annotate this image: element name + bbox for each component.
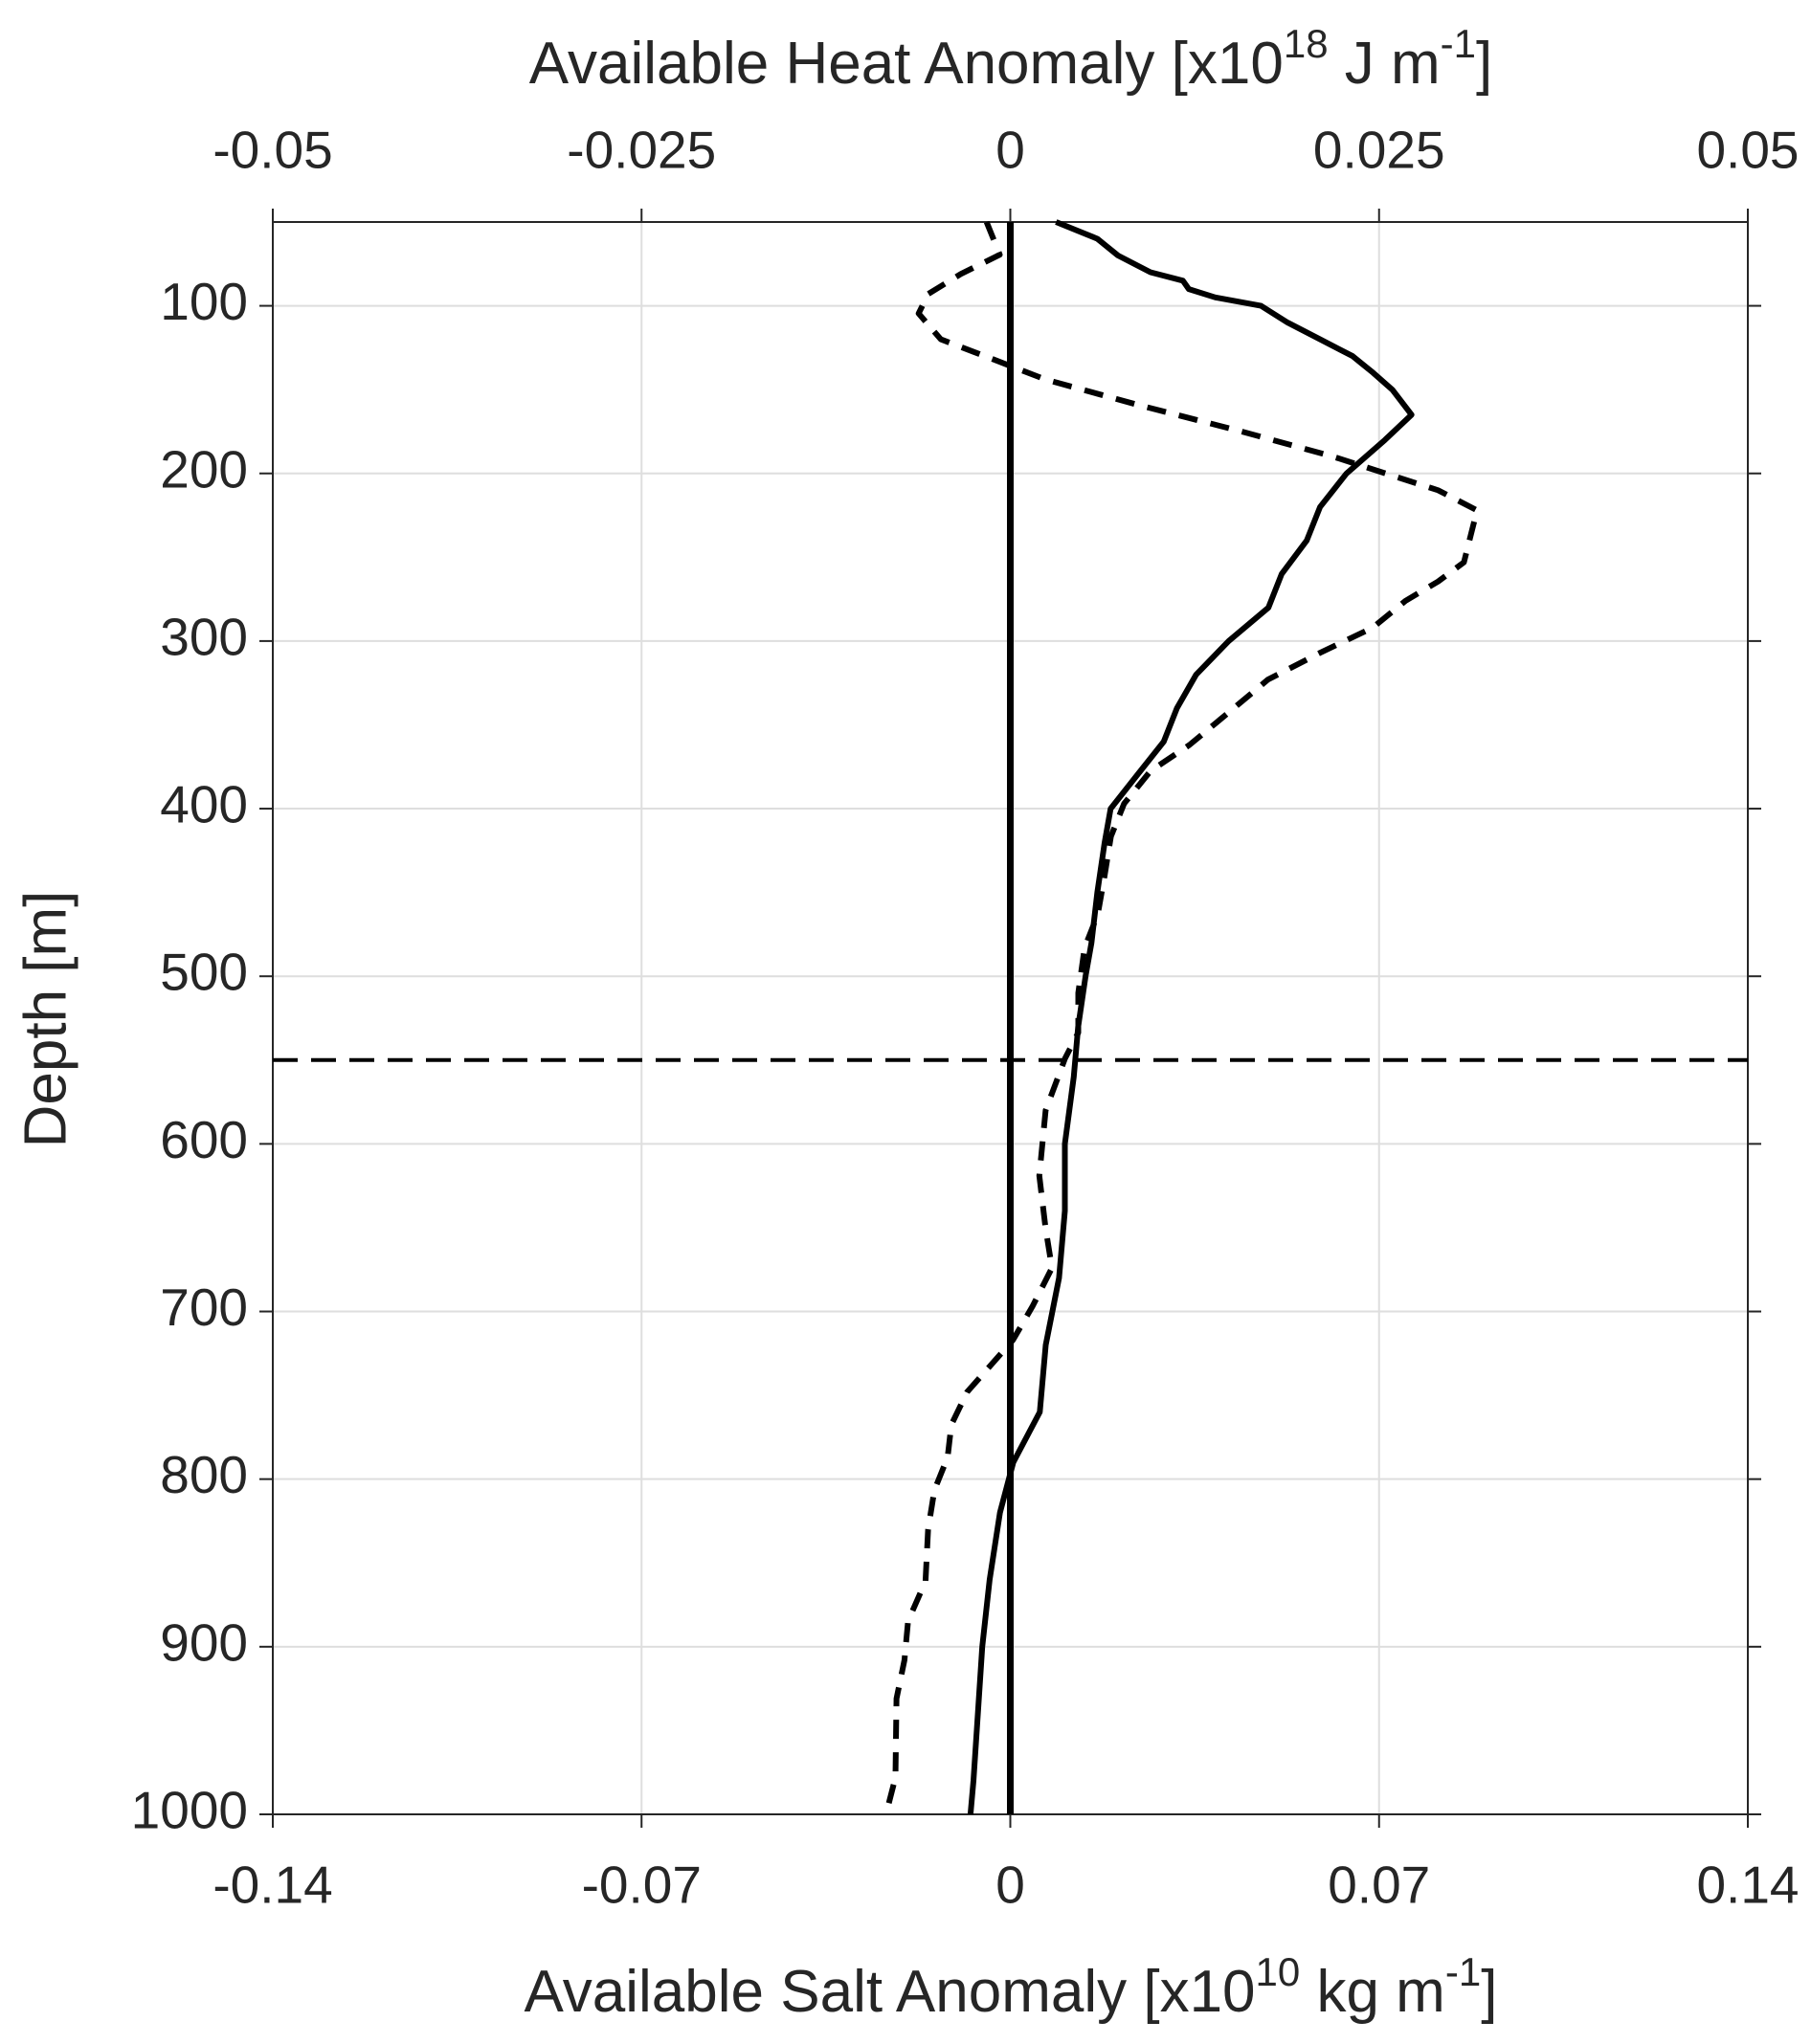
x-tick-label: 0.07 — [1328, 1855, 1430, 1915]
x2-tick-label: -0.05 — [212, 121, 332, 180]
x2-axis-title: Available Heat Anomaly [x1018 J m-1] — [529, 21, 1493, 97]
label-part: J m — [1329, 31, 1441, 97]
x2-tick-label: 0 — [995, 121, 1025, 180]
y-tick-label: 600 — [160, 1110, 248, 1169]
y-tick-label: 400 — [160, 775, 248, 834]
y-tick-label: 300 — [160, 607, 248, 666]
superscript: -1 — [1441, 21, 1476, 66]
x-axis-title: Available Salt Anomaly [x1010 kg m-1] — [525, 1949, 1498, 2025]
y-tick-label: 900 — [160, 1612, 248, 1672]
y-tick-label: 800 — [160, 1445, 248, 1504]
x-tick-label: 0.14 — [1696, 1855, 1799, 1915]
y-tick-label: 500 — [160, 943, 248, 1002]
x-tick-label: -0.14 — [212, 1855, 332, 1915]
label-part: kg m — [1300, 1959, 1445, 2025]
y-tick-label: 700 — [160, 1278, 248, 1337]
superscript: -1 — [1445, 1949, 1481, 1994]
y-tick-label: 1000 — [131, 1781, 248, 1840]
x2-tick-label: 0.05 — [1696, 121, 1799, 180]
x-tick-label: 0 — [995, 1855, 1025, 1915]
superscript: 10 — [1256, 1949, 1301, 1994]
superscript: 18 — [1284, 21, 1329, 66]
profile-line — [883, 220, 1481, 1815]
y-tick-label: 200 — [160, 439, 248, 499]
y-tick-label: 100 — [160, 272, 248, 331]
profile-line — [967, 219, 1415, 1815]
y-axis-title: Depth [m] — [12, 891, 78, 1148]
label-part: Available Heat Anomaly [x10 — [529, 31, 1284, 97]
label-part: ] — [1476, 31, 1492, 97]
label-part: Available Salt Anomaly [x10 — [525, 1959, 1256, 2025]
x-tick-label: -0.07 — [582, 1855, 702, 1915]
x2-tick-label: 0.025 — [1313, 121, 1445, 180]
x2-tick-label: -0.025 — [567, 121, 716, 180]
label-part: ] — [1481, 1959, 1497, 2025]
